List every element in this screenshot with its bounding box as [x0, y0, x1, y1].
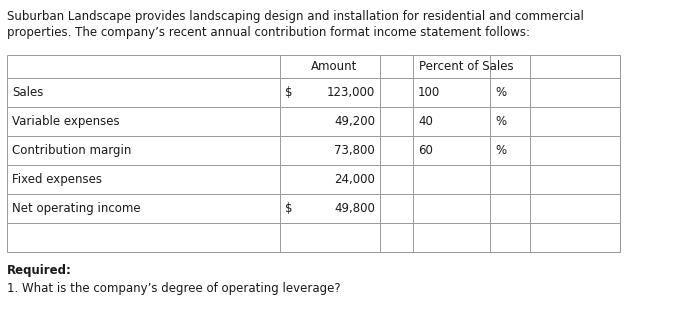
Text: Percent of Sales: Percent of Sales [419, 60, 514, 73]
Text: 100: 100 [418, 86, 440, 99]
Text: properties. The company’s recent annual contribution format income statement fol: properties. The company’s recent annual … [7, 26, 530, 39]
Text: 73,800: 73,800 [334, 144, 375, 157]
Text: Net operating income: Net operating income [12, 202, 141, 215]
Text: 49,200: 49,200 [334, 115, 375, 128]
Text: 24,000: 24,000 [334, 173, 375, 186]
Text: Amount: Amount [311, 60, 357, 73]
Text: $: $ [285, 202, 292, 215]
Text: %: % [495, 86, 506, 99]
Text: Variable expenses: Variable expenses [12, 115, 120, 128]
Text: 123,000: 123,000 [327, 86, 375, 99]
Text: 1. What is the company’s degree of operating leverage?: 1. What is the company’s degree of opera… [7, 282, 341, 295]
Text: Suburban Landscape provides landscaping design and installation for residential : Suburban Landscape provides landscaping … [7, 10, 584, 23]
Text: Required:: Required: [7, 264, 72, 277]
Text: Sales: Sales [12, 86, 43, 99]
Text: Contribution margin: Contribution margin [12, 144, 131, 157]
Text: 60: 60 [418, 144, 433, 157]
Text: %: % [495, 144, 506, 157]
Text: 49,800: 49,800 [334, 202, 375, 215]
Text: 40: 40 [418, 115, 433, 128]
Text: $: $ [285, 86, 292, 99]
Text: %: % [495, 115, 506, 128]
Text: Fixed expenses: Fixed expenses [12, 173, 102, 186]
